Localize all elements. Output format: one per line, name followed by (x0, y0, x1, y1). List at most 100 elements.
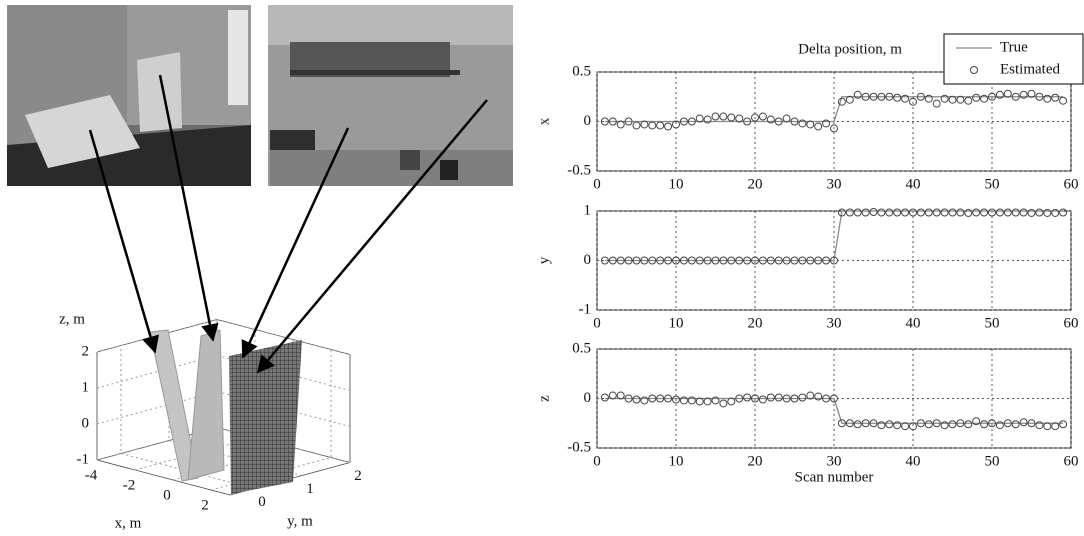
legend-label: True (1000, 39, 1028, 55)
estimated-marker (1011, 92, 1020, 101)
estimated-marker (774, 393, 783, 402)
estimated-marker (679, 256, 688, 265)
x-axis-label: x, m (115, 515, 142, 531)
x-tick-label: 30 (827, 176, 842, 192)
grid-line (120, 345, 255, 489)
estimated-marker (790, 117, 799, 126)
x-tick-label: 40 (906, 176, 921, 192)
estimated-marker (719, 256, 728, 265)
estimated-marker (1003, 208, 1012, 217)
estimated-marker (877, 208, 886, 217)
x-tick-label: 60 (1064, 176, 1079, 192)
estimated-marker (948, 420, 957, 429)
estimated-marker (932, 99, 941, 108)
estimated-marker (988, 419, 996, 428)
estimated-marker (743, 256, 752, 265)
estimated-marker (988, 208, 996, 217)
estimated-marker (822, 119, 831, 128)
planes-3d (149, 329, 302, 494)
estimated-marker (1011, 208, 1020, 217)
estimated-marker (830, 256, 838, 265)
estimated-marker (640, 120, 649, 129)
estimated-marker (995, 208, 1004, 217)
estimated-marker (672, 120, 680, 129)
arrow (88, 129, 159, 354)
estimated-marker (837, 419, 846, 428)
x-tick-label: 50 (985, 176, 1000, 192)
estimated-marker (798, 393, 807, 402)
estimated-marker (1011, 420, 1020, 429)
grid-line (96, 390, 351, 427)
estimated-marker (972, 93, 981, 102)
estimated-marker (1059, 208, 1068, 217)
estimated-marker (940, 94, 949, 103)
estimated-marker (964, 208, 973, 217)
estimated-marker (1059, 420, 1068, 429)
y-tick-label: 1 (306, 481, 314, 497)
estimated-marker (758, 112, 767, 121)
estimated-marker (600, 117, 609, 126)
y-tick-label: 2 (354, 468, 362, 484)
estimated-marker (845, 95, 854, 104)
estimated-marker (988, 92, 996, 101)
estimated-marker (656, 256, 665, 265)
estimated-marker (774, 117, 783, 126)
estimated-marker (695, 397, 704, 406)
estimated-marker (806, 120, 815, 129)
legend-box (943, 33, 1084, 85)
estimated-marker (640, 396, 649, 405)
estimated-marker (632, 395, 641, 404)
estimated-marker (885, 208, 894, 217)
x-tick-label: 0 (593, 453, 601, 469)
estimated-marker (924, 208, 933, 217)
z-axis-label: z, m (59, 311, 85, 327)
x-tick-label: 60 (1064, 453, 1079, 469)
x-tick-label: 20 (748, 315, 763, 331)
y-tick-label: 0.5 (572, 340, 591, 356)
estimated-marker (672, 256, 680, 265)
estimated-marker (679, 396, 688, 405)
x-tick-label: 40 (906, 315, 921, 331)
estimated-marker (743, 117, 752, 126)
estimated-marker (790, 256, 799, 265)
grid-line (96, 354, 351, 391)
y-tick-label: 0 (258, 494, 266, 510)
estimated-marker (679, 117, 688, 126)
estimated-marker (648, 256, 657, 265)
estimated-marker (932, 419, 941, 428)
y-tick-label: -1 (579, 301, 592, 317)
estimated-marker (909, 422, 917, 431)
estimated-marker (877, 92, 886, 101)
estimated-marker (703, 115, 712, 124)
estimated-marker (1051, 93, 1060, 102)
legend-marker (970, 66, 978, 74)
photo-left (7, 5, 251, 186)
estimated-marker (798, 256, 807, 265)
estimated-marker (1035, 421, 1044, 430)
estimated-marker (830, 124, 838, 133)
estimated-marker (972, 208, 981, 217)
legend-label: Estimated (1000, 61, 1060, 77)
estimated-marker (624, 256, 633, 265)
estimated-marker (1027, 208, 1036, 217)
estimated-marker (758, 395, 767, 404)
estimated-marker (901, 208, 910, 217)
z-tick-label: 1 (82, 379, 90, 395)
estimated-marker (648, 394, 657, 403)
estimated-marker (1019, 418, 1028, 427)
estimated-marker (814, 392, 823, 401)
estimated-marker (735, 394, 744, 403)
x-axis-label: Scan number (795, 469, 874, 485)
estimated-marker (830, 394, 838, 403)
estimated-marker (1027, 419, 1036, 428)
true-line (604, 210, 1064, 262)
x-tick-label: 0 (163, 487, 171, 503)
estimated-marker (703, 397, 712, 406)
estimated-marker (853, 420, 862, 429)
estimated-marker (1059, 96, 1068, 105)
estimated-marker (798, 119, 807, 128)
estimated-marker (932, 208, 941, 217)
estimated-marker (711, 256, 720, 265)
estimated-marker (751, 256, 759, 265)
estimated-marker (806, 256, 815, 265)
